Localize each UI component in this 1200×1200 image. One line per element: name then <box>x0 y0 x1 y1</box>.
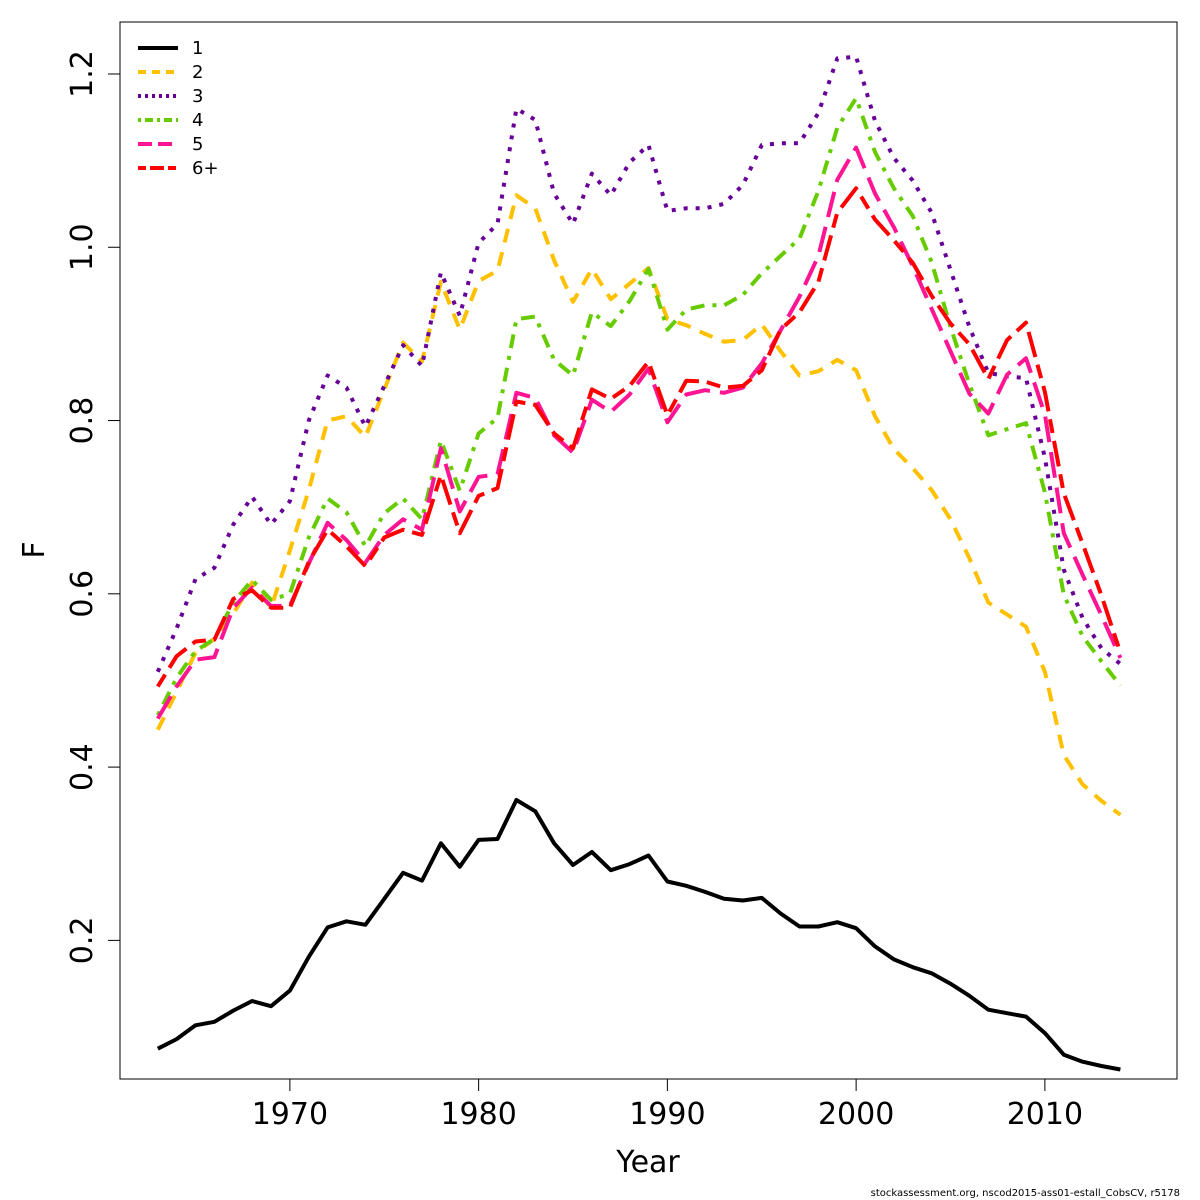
plot-frame <box>119 21 1178 1080</box>
series-line-2 <box>156 193 1122 817</box>
x-tick-label: 1970 <box>252 1097 328 1132</box>
legend-label: 1 <box>192 38 203 59</box>
footer-credit: stockassessment.org, nscod2015-ass01-est… <box>871 1188 1180 1199</box>
y-tick-label: 1.0 <box>65 223 100 271</box>
series-layer <box>155 54 1123 1072</box>
series-line-1 <box>156 798 1121 1072</box>
y-tick-label: 0.6 <box>65 570 100 618</box>
series-line-6plus <box>156 186 1123 688</box>
series-line-5 <box>156 145 1123 720</box>
x-axis: 1970 1980 1990 2000 2010 <box>252 1079 1083 1132</box>
series-line-4 <box>156 96 1122 717</box>
x-tick-label: 1990 <box>629 1097 705 1132</box>
legend-label: 5 <box>192 134 203 155</box>
x-tick-label: 2010 <box>1007 1097 1083 1132</box>
series-line-3 <box>155 54 1122 673</box>
legend: 1 2 3 4 5 6+ <box>138 38 219 179</box>
y-tick-label: 0.4 <box>65 743 100 791</box>
x-tick-label: 1980 <box>440 1097 516 1132</box>
y-axis-title: F <box>17 541 52 558</box>
legend-label: 2 <box>192 62 203 83</box>
legend-label: 6+ <box>192 158 219 179</box>
y-tick-label: 0.8 <box>65 397 100 445</box>
y-axis: 0.2 0.4 0.6 0.8 1.0 1.2 <box>65 50 120 964</box>
y-tick-label: 1.2 <box>65 50 100 98</box>
legend-label: 4 <box>192 110 203 131</box>
x-tick-label: 2000 <box>818 1097 894 1132</box>
y-tick-label: 0.2 <box>65 917 100 965</box>
x-axis-title: Year <box>615 1145 680 1180</box>
legend-label: 3 <box>192 86 203 107</box>
